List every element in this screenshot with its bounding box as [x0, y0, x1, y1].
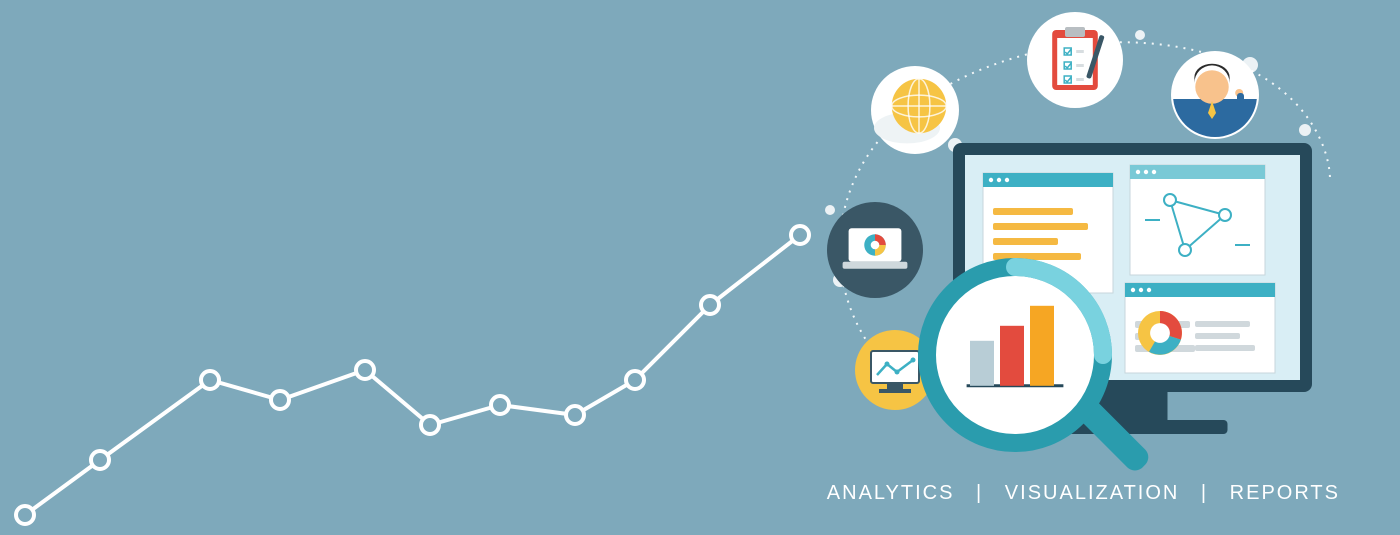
caption-item: VISUALIZATION	[1005, 482, 1180, 504]
globe-icon	[871, 66, 959, 154]
laptop-chart-icon	[827, 202, 923, 298]
caption-item: ANALYTICS	[827, 482, 955, 504]
caption-bar: ANALYTICS | VISUALIZATION | REPORTS	[827, 482, 1340, 505]
clipboard-icon	[1027, 12, 1123, 108]
person-icon	[1171, 51, 1259, 143]
hero-banner: ANALYTICS | VISUALIZATION | REPORTS	[0, 0, 1400, 535]
illustration-svg	[0, 0, 1400, 535]
caption-separator: |	[976, 482, 983, 504]
caption-separator: |	[1201, 482, 1208, 504]
caption-item: REPORTS	[1230, 482, 1340, 504]
